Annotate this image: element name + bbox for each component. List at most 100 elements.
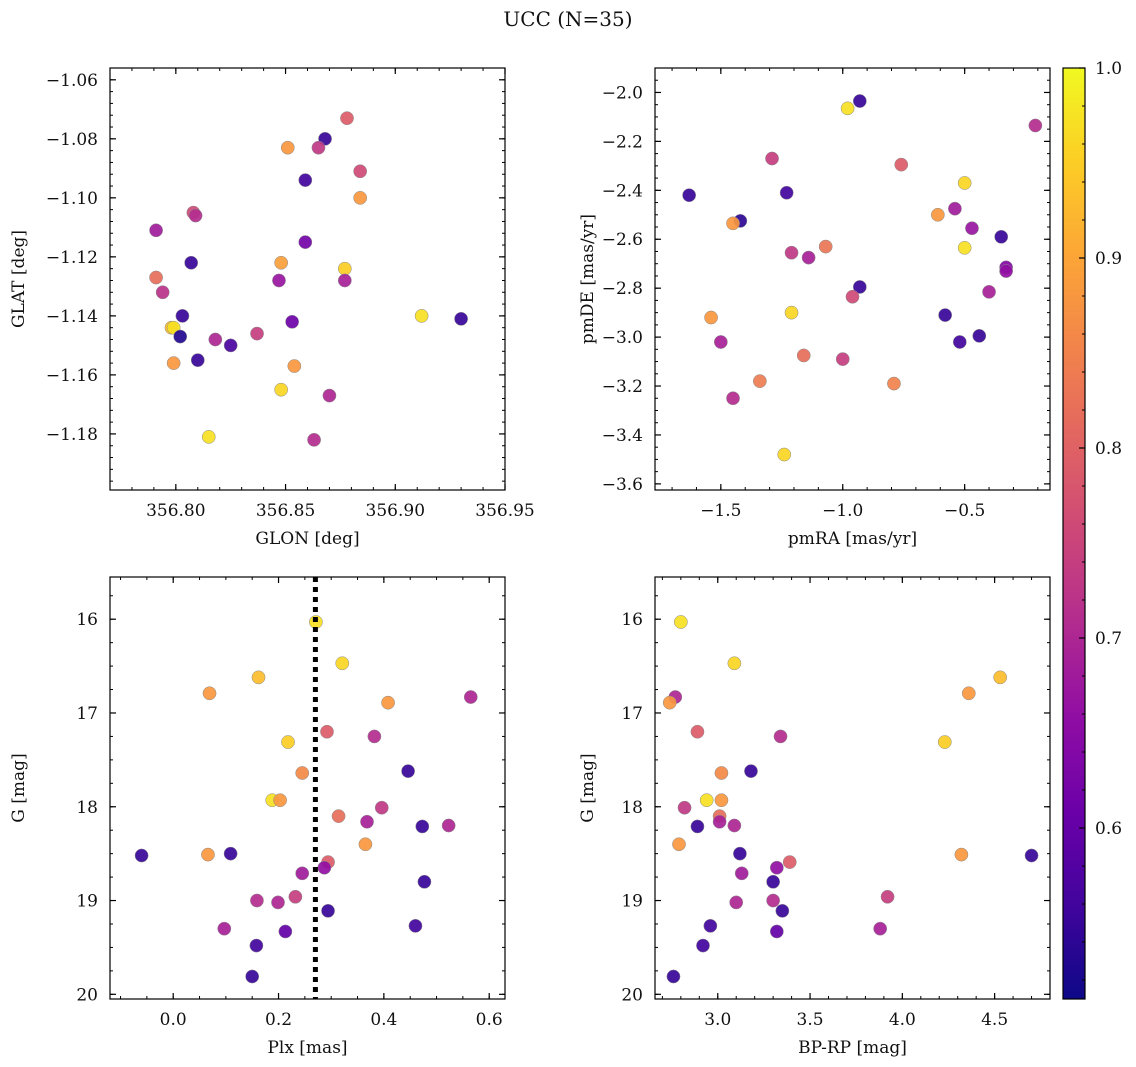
data-point bbox=[712, 814, 727, 829]
data-point bbox=[673, 615, 688, 629]
colorbar-tick-label: 0.6 bbox=[1095, 819, 1122, 839]
colorbar-tick-label: 1.0 bbox=[1095, 59, 1122, 79]
x-tick-label: 4.0 bbox=[889, 1010, 916, 1030]
data-point bbox=[972, 329, 987, 343]
data-point bbox=[744, 764, 758, 778]
data-point bbox=[796, 348, 811, 363]
axes-frame bbox=[654, 67, 1051, 491]
data-point bbox=[245, 969, 260, 984]
data-point bbox=[408, 919, 423, 933]
data-point bbox=[696, 938, 710, 953]
data-point bbox=[699, 793, 714, 808]
y-tick-label: 20 bbox=[621, 985, 643, 1005]
y-tick-label: 17 bbox=[621, 704, 643, 724]
data-point bbox=[353, 190, 368, 205]
data-point bbox=[311, 140, 326, 155]
y-tick-label: −1.12 bbox=[46, 248, 98, 268]
x-tick-label: −1.0 bbox=[822, 501, 863, 521]
y-tick-label: −1.08 bbox=[46, 130, 98, 150]
data-point bbox=[251, 670, 266, 685]
y-tick-label: 18 bbox=[76, 798, 98, 818]
data-point bbox=[250, 893, 264, 908]
data-point bbox=[401, 764, 415, 778]
data-point bbox=[201, 847, 215, 862]
data-point bbox=[957, 240, 972, 255]
data-point bbox=[463, 690, 478, 704]
data-point bbox=[353, 164, 368, 179]
data-point bbox=[779, 185, 794, 200]
y-tick-label: −1.06 bbox=[46, 71, 98, 91]
data-point bbox=[734, 866, 749, 881]
data-point bbox=[280, 140, 295, 155]
data-point bbox=[677, 800, 692, 815]
data-point bbox=[340, 111, 354, 126]
data-point bbox=[773, 729, 788, 744]
data-point bbox=[208, 332, 223, 347]
data-point bbox=[337, 273, 352, 288]
y-axis-label: G [mag] bbox=[9, 753, 29, 822]
data-point bbox=[217, 921, 232, 936]
data-point bbox=[271, 895, 285, 910]
x-tick-label: 0.4 bbox=[370, 1010, 397, 1030]
data-point bbox=[374, 800, 389, 815]
x-axis-label: Plx [mas] bbox=[267, 1038, 347, 1058]
data-point bbox=[954, 847, 969, 862]
data-point bbox=[666, 969, 681, 984]
data-point bbox=[250, 326, 264, 341]
data-point bbox=[766, 874, 780, 889]
x-tick-label: 4.5 bbox=[981, 1010, 1008, 1030]
data-point bbox=[965, 221, 979, 236]
colorbar: 0.6 0.7 0.8 0.9 1.0 bbox=[1062, 59, 1122, 1000]
data-point bbox=[840, 101, 855, 116]
data-point bbox=[703, 919, 718, 933]
data-point bbox=[777, 447, 792, 462]
data-point bbox=[223, 846, 238, 861]
data-point bbox=[414, 309, 429, 323]
data-point bbox=[727, 656, 742, 671]
data-point bbox=[769, 924, 784, 939]
x-tick-label: 0.2 bbox=[265, 1010, 292, 1030]
colorbar-tick-label: 0.8 bbox=[1095, 439, 1122, 459]
data-point bbox=[278, 924, 293, 939]
data-point bbox=[274, 255, 289, 270]
data-point bbox=[672, 837, 686, 852]
data-point bbox=[782, 855, 797, 869]
data-point bbox=[775, 903, 790, 918]
data-point bbox=[880, 889, 895, 904]
data-point bbox=[184, 255, 199, 270]
data-point bbox=[415, 819, 430, 834]
y-tick-label: −3.2 bbox=[602, 377, 643, 397]
data-point bbox=[714, 766, 729, 780]
x-tick-label: 0.6 bbox=[476, 1010, 503, 1030]
data-point bbox=[894, 157, 909, 172]
data-point bbox=[149, 270, 163, 285]
data-point bbox=[298, 235, 313, 249]
data-point bbox=[272, 273, 286, 288]
y-tick-label: −1.16 bbox=[46, 366, 98, 386]
data-point bbox=[852, 94, 867, 108]
data-point bbox=[287, 359, 302, 373]
x-tick-label: −0.5 bbox=[944, 501, 985, 521]
data-point bbox=[307, 432, 321, 447]
data-point bbox=[994, 229, 1009, 244]
data-point bbox=[852, 280, 867, 294]
data-point bbox=[729, 895, 744, 910]
data-point bbox=[288, 889, 303, 904]
data-point bbox=[417, 874, 432, 889]
y-axis-label: pmDE [mas/yr] bbox=[578, 214, 598, 344]
data-point bbox=[1028, 118, 1043, 133]
y-tick-label: −3.4 bbox=[602, 426, 643, 446]
colorbar-tick-label: 0.9 bbox=[1095, 249, 1122, 269]
data-point bbox=[295, 766, 310, 780]
data-point bbox=[188, 208, 203, 223]
data-point bbox=[1024, 848, 1039, 863]
data-point bbox=[321, 903, 335, 918]
data-point bbox=[175, 309, 190, 323]
data-point bbox=[938, 308, 953, 322]
data-point bbox=[733, 846, 747, 861]
data-point bbox=[930, 207, 945, 222]
data-point bbox=[322, 388, 337, 403]
data-point bbox=[887, 376, 901, 391]
data-point bbox=[320, 724, 334, 739]
